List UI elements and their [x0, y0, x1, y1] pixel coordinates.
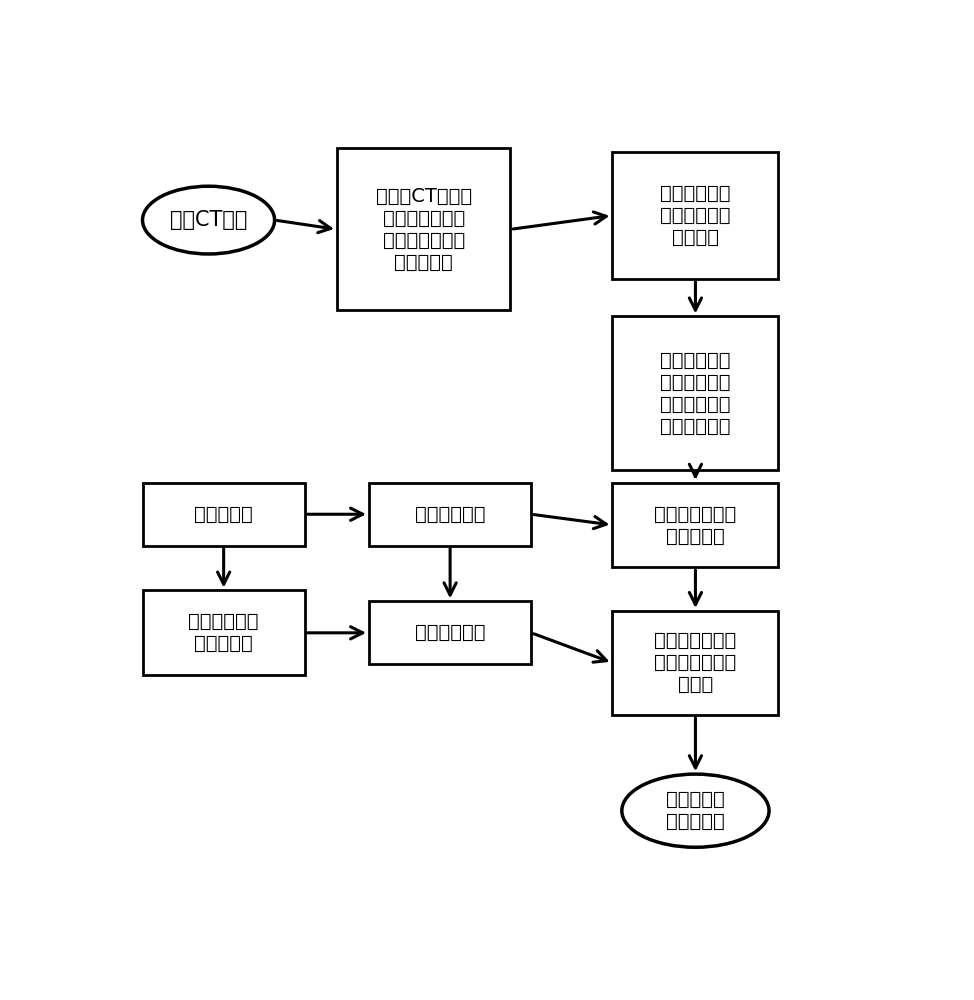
Text: 学习一个字典: 学习一个字典 [415, 505, 485, 524]
FancyBboxPatch shape [613, 611, 778, 715]
FancyBboxPatch shape [142, 483, 305, 546]
FancyBboxPatch shape [369, 601, 531, 664]
FancyBboxPatch shape [142, 590, 305, 675]
Text: 对待分类样本进
行稀疏编码: 对待分类样本进 行稀疏编码 [655, 505, 736, 546]
Text: 训练样本集: 训练样本集 [194, 505, 253, 524]
Text: 提取过分割区
域的灰度直方
图特征，组成
待分类样本集: 提取过分割区 域的灰度直方 图特征，组成 待分类样本集 [660, 351, 730, 436]
FancyBboxPatch shape [613, 483, 778, 567]
Text: 胃部CT图像: 胃部CT图像 [169, 210, 247, 230]
Text: 提取出疑似
淋巴结区域: 提取出疑似 淋巴结区域 [666, 790, 725, 831]
Text: 运用均值漂移
将脂肪组织区
域过分割: 运用均值漂移 将脂肪组织区 域过分割 [660, 184, 730, 247]
FancyBboxPatch shape [613, 152, 778, 279]
Text: 进行分类，合并
相同类别的过分
割区域: 进行分类，合并 相同类别的过分 割区域 [655, 631, 736, 694]
FancyBboxPatch shape [337, 148, 510, 310]
FancyBboxPatch shape [369, 483, 531, 546]
FancyBboxPatch shape [613, 316, 778, 470]
Ellipse shape [621, 774, 769, 847]
Text: 原子集成系统: 原子集成系统 [415, 623, 485, 642]
Text: 对胃部CT图像运
用交互式分割方
法将脂肪组织区
域提取出来: 对胃部CT图像运 用交互式分割方 法将脂肪组织区 域提取出来 [376, 187, 471, 272]
Ellipse shape [142, 186, 275, 254]
Text: 学习一个分类
器集成系统: 学习一个分类 器集成系统 [188, 612, 259, 653]
